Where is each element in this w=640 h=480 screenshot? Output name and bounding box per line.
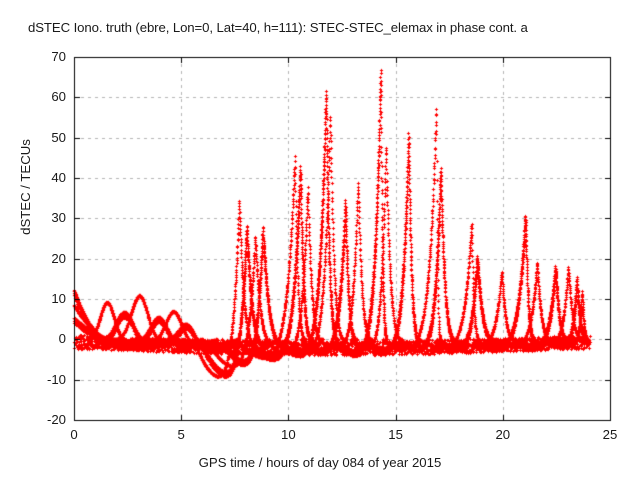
x-axis-tick-label: 15: [388, 427, 403, 442]
y-axis-tick-label: 50: [51, 129, 66, 145]
x-axis-tick-label: 20: [495, 427, 511, 442]
y-axis-tick-label: 40: [51, 170, 66, 185]
y-axis-tick-label: 30: [51, 210, 66, 226]
y-axis-tick-label: 20: [51, 250, 66, 266]
y-axis-tick-label: -10: [46, 371, 66, 387]
x-axis-tick-label: 25: [602, 427, 618, 442]
y-axis-label-text: dSTEC / TECUs: [18, 139, 33, 235]
x-axis-tick-label: 10: [281, 427, 296, 442]
y-axis-tick-label: 0: [58, 331, 66, 347]
x-axis-tick-label: 5: [177, 427, 185, 442]
y-axis-tick-label: 60: [51, 89, 66, 105]
x-axis-label: GPS time / hours of day 084 of year 2015: [198, 455, 442, 470]
y-axis-tick-label: -20: [46, 412, 66, 427]
y-axis-label: dSTEC / TECUs: [17, 107, 35, 267]
y-axis-tick-label: 70: [51, 49, 66, 64]
y-axis-tick-label: 10: [51, 291, 66, 306]
x-axis-tick-label: 0: [70, 427, 78, 442]
